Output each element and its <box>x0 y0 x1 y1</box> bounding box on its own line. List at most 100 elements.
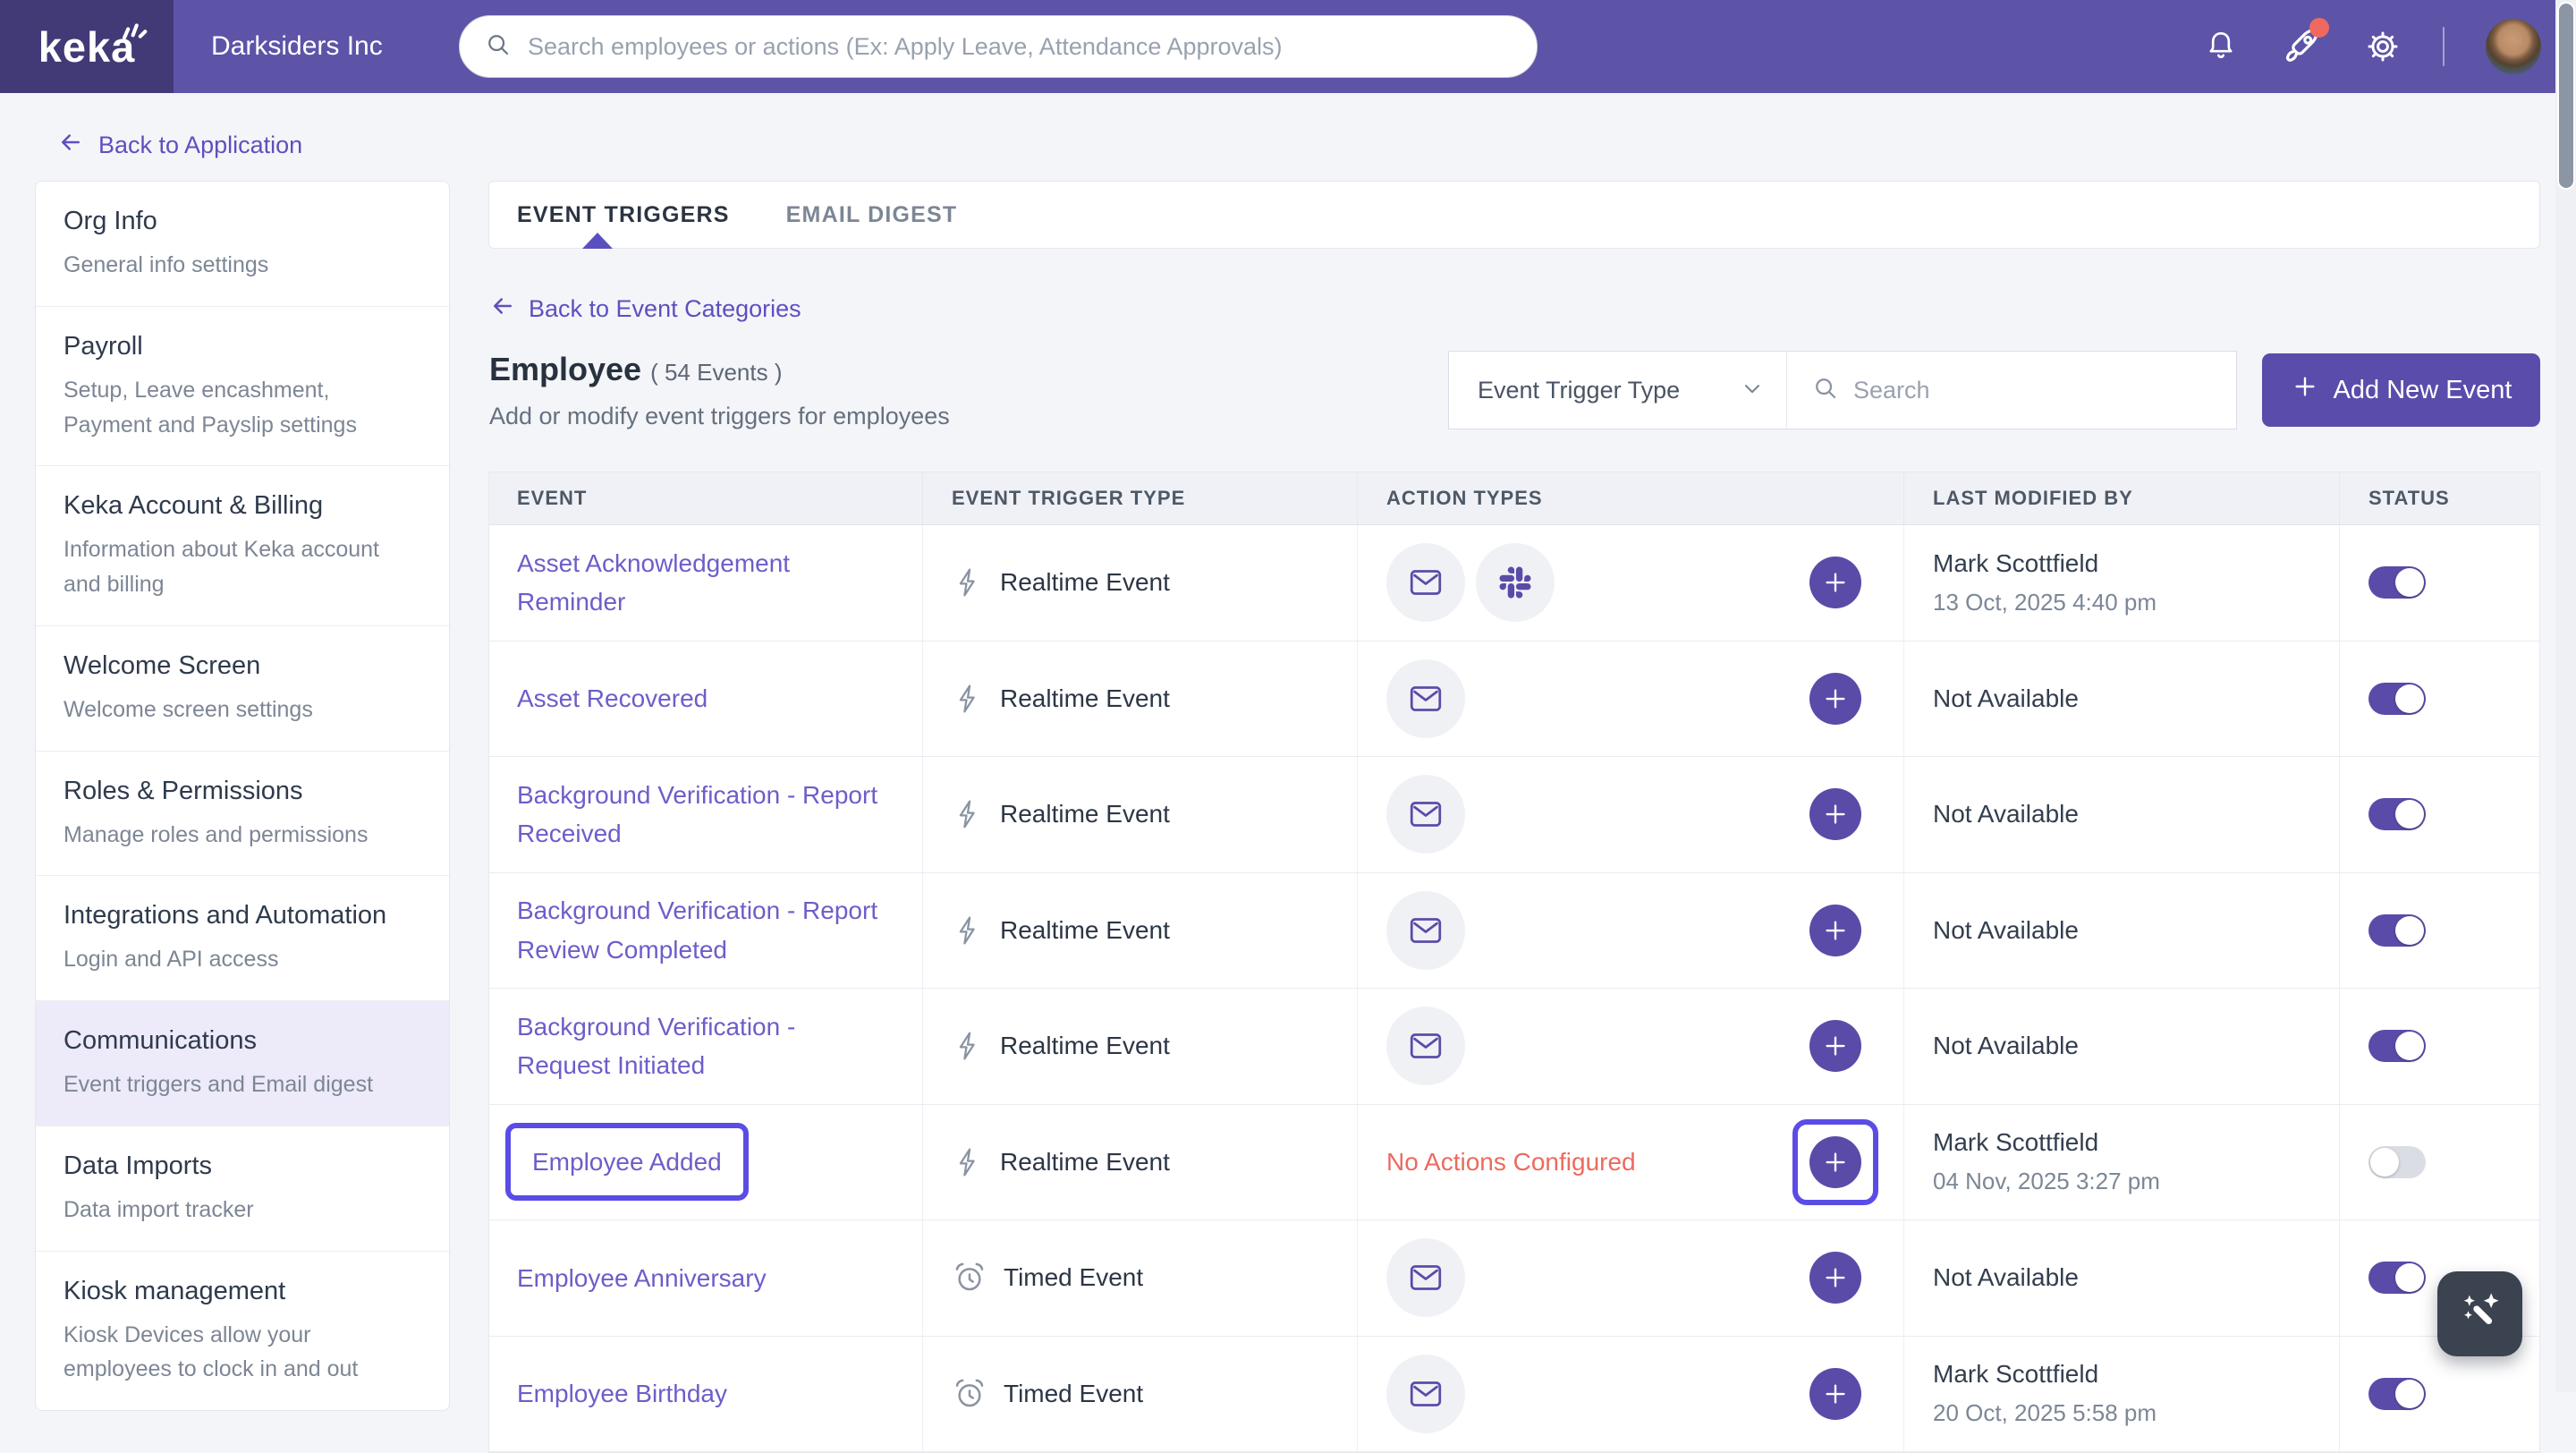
sidebar-item-subtitle: Event triggers and Email digest <box>64 1067 422 1102</box>
status-cell <box>2340 525 2539 641</box>
last-modified-cell: Mark Scottfield04 Nov, 2025 3:27 pm <box>1904 1105 2340 1220</box>
notifications-bell-icon[interactable] <box>2203 29 2239 64</box>
sidebar-item-title: Keka Account & Billing <box>64 491 422 521</box>
timed-clock-icon <box>952 1260 987 1296</box>
sidebar-item-subtitle: Information about Keka account and billi… <box>64 532 422 602</box>
sidebar-item-title: Roles & Permissions <box>64 777 422 806</box>
trigger-type-label: Realtime Event <box>1000 916 1170 945</box>
event-name-link[interactable]: Asset Acknowledgement Reminder <box>517 544 886 622</box>
sidebar-item-roles-permissions[interactable]: Roles & PermissionsManage roles and perm… <box>36 751 449 876</box>
page-title: Employee( 54 Events ) <box>489 351 782 388</box>
realtime-bolt-icon <box>952 798 984 830</box>
event-name-link[interactable]: Employee Birthday <box>517 1374 727 1413</box>
scrollbar-thumb[interactable] <box>2557 2 2575 190</box>
email-action-icon[interactable] <box>1386 659 1465 738</box>
timed-clock-icon <box>952 1376 987 1412</box>
user-avatar[interactable] <box>2486 19 2541 74</box>
trigger-type-cell: Timed Event <box>923 1337 1358 1452</box>
table-row: Employee AnniversaryTimed EventNot Avail… <box>489 1220 2539 1337</box>
email-action-icon[interactable] <box>1386 1007 1465 1085</box>
trigger-type-label: Realtime Event <box>1000 568 1170 597</box>
status-toggle[interactable] <box>2368 914 2426 947</box>
tab-event-triggers[interactable]: EVENT TRIGGERS <box>517 202 730 228</box>
add-action-button[interactable] <box>1809 557 1861 608</box>
add-action-button[interactable] <box>1809 673 1861 725</box>
scrollbar-track[interactable] <box>2555 0 2576 1392</box>
page-subtitle: Add or modify event triggers for employe… <box>489 403 950 430</box>
trigger-type-label: Timed Event <box>1004 1263 1143 1292</box>
event-name-link[interactable]: Employee Added <box>532 1148 722 1176</box>
global-search-input[interactable] <box>528 33 1512 61</box>
trigger-type-cell: Realtime Event <box>923 642 1358 757</box>
sidebar-item-welcome-screen[interactable]: Welcome ScreenWelcome screen settings <box>36 625 449 751</box>
realtime-bolt-icon <box>952 683 984 715</box>
event-name-link[interactable]: Asset Recovered <box>517 679 708 718</box>
email-action-icon[interactable] <box>1386 543 1465 622</box>
table-row: Employee Birthday Timed Event Mark Scottfi… <box>489 1337 2539 1453</box>
email-action-icon[interactable] <box>1386 775 1465 854</box>
status-toggle[interactable] <box>2368 1378 2426 1410</box>
sidebar-item-keka-account-billing[interactable]: Keka Account & Billing Information about … <box>36 465 449 625</box>
add-action-button[interactable] <box>1809 905 1861 956</box>
table-search-input[interactable] <box>1853 377 2215 404</box>
modified-date: 20 Oct, 2025 5:58 pm <box>1933 1399 2157 1427</box>
sidebar-item-data-imports[interactable]: Data ImportsData import tracker <box>36 1126 449 1251</box>
table-search[interactable] <box>1786 351 2237 429</box>
email-action-icon[interactable] <box>1386 1355 1465 1433</box>
modified-by-name: Mark Scottfield <box>1933 1360 2098 1389</box>
sidebar-item-integrations-automation[interactable]: Integrations and AutomationLogin and API… <box>36 875 449 1000</box>
tab-bar: EVENT TRIGGERS EMAIL DIGEST <box>488 181 2540 249</box>
event-name-link[interactable]: Background Verification - Report Review … <box>517 891 886 969</box>
status-toggle[interactable] <box>2368 1262 2426 1294</box>
add-action-button[interactable] <box>1809 1136 1861 1188</box>
event-name-link[interactable]: Employee Anniversary <box>517 1259 767 1297</box>
add-action-button[interactable] <box>1809 788 1861 840</box>
back-to-event-categories-link[interactable]: Back to Event Categories <box>489 293 801 326</box>
table-row: Background Verification - Request Initia… <box>489 989 2539 1105</box>
sidebar-item-kiosk-management[interactable]: Kiosk managementKiosk Devices allow your… <box>36 1251 449 1411</box>
column-header: EVENT <box>489 472 923 524</box>
trigger-type-cell: Realtime Event <box>923 989 1358 1104</box>
event-name-link[interactable]: Background Verification - Report Receive… <box>517 776 886 854</box>
toggle-knob <box>2395 1263 2424 1292</box>
status-toggle[interactable] <box>2368 566 2426 599</box>
global-search[interactable] <box>459 15 1538 78</box>
trigger-type-cell: Realtime Event <box>923 757 1358 872</box>
sidebar-item-title: Kiosk management <box>64 1277 422 1306</box>
trigger-type-cell: Realtime Event <box>923 1105 1358 1220</box>
status-cell <box>2340 873 2539 989</box>
ai-assistant-wand-button[interactable] <box>2437 1271 2522 1356</box>
event-cell: Employee Birthday <box>489 1337 923 1452</box>
settings-gear-icon[interactable] <box>2364 28 2402 65</box>
event-name-link[interactable]: Background Verification - Request Initia… <box>517 1007 886 1085</box>
add-action-button[interactable] <box>1809 1368 1861 1420</box>
slack-action-icon[interactable] <box>1476 543 1555 622</box>
add-new-event-button[interactable]: Add New Event <box>2262 353 2540 427</box>
status-toggle[interactable] <box>2368 683 2426 715</box>
column-header: STATUS <box>2340 472 2539 524</box>
sidebar-item-subtitle: Data import tracker <box>64 1193 422 1228</box>
add-action-button[interactable] <box>1809 1020 1861 1072</box>
sidebar-item-org-info[interactable]: Org InfoGeneral info settings <box>36 182 449 306</box>
email-action-icon[interactable] <box>1386 891 1465 970</box>
realtime-bolt-icon <box>952 566 984 599</box>
modified-by-name: Not Available <box>1933 1032 2079 1060</box>
add-action-button[interactable] <box>1809 1252 1861 1304</box>
status-toggle[interactable] <box>2368 1146 2426 1178</box>
back-to-application-link[interactable]: Back to Application <box>57 129 302 162</box>
active-tab-indicator <box>582 233 613 249</box>
realtime-bolt-icon <box>952 1146 984 1178</box>
status-toggle[interactable] <box>2368 1030 2426 1062</box>
whats-new-rocket-icon[interactable] <box>2280 25 2323 68</box>
sidebar-item-payroll[interactable]: PayrollSetup, Leave encashment, Payment … <box>36 306 449 466</box>
tab-email-digest[interactable]: EMAIL DIGEST <box>786 202 958 228</box>
status-toggle[interactable] <box>2368 798 2426 830</box>
email-action-icon[interactable] <box>1386 1238 1465 1317</box>
tutorial-highlight-ring <box>1792 1119 1878 1205</box>
last-modified-cell: Not Available <box>1904 642 2340 757</box>
event-trigger-type-dropdown[interactable]: Event Trigger Type <box>1448 351 1787 429</box>
last-modified-cell: Not Available <box>1904 757 2340 872</box>
action-types-cell <box>1358 757 1904 872</box>
keka-logo[interactable]: keka <box>0 0 174 93</box>
sidebar-item-communications[interactable]: CommunicationsEvent triggers and Email d… <box>36 1000 449 1126</box>
